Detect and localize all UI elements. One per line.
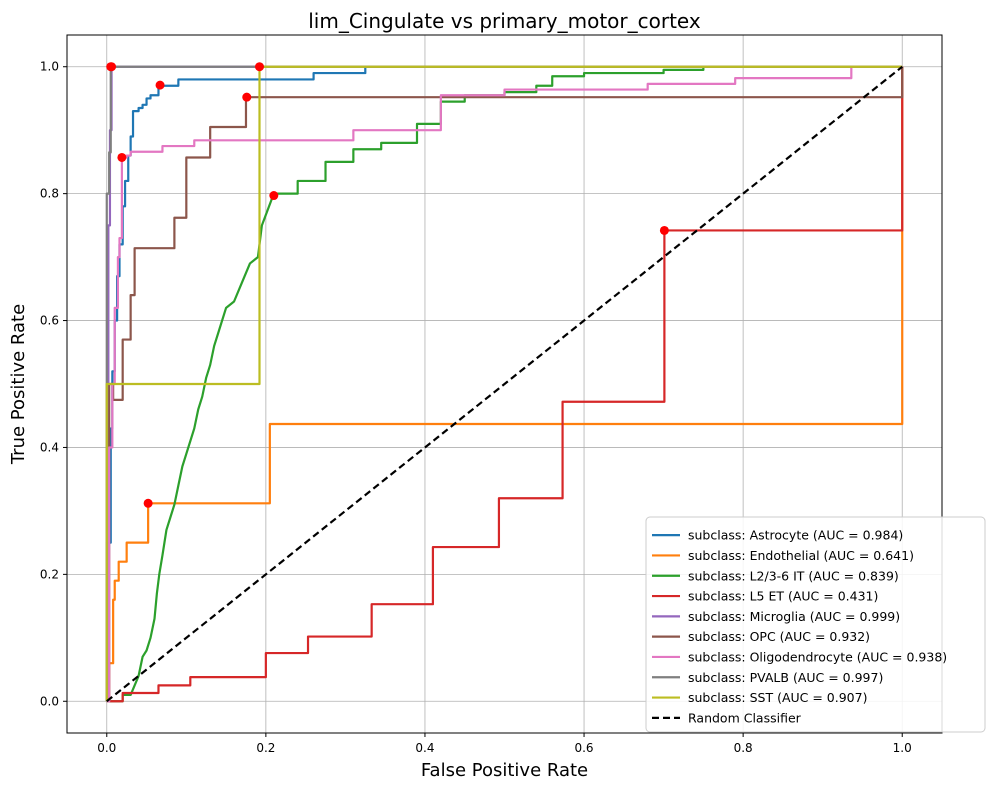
threshold-point-0 — [155, 80, 165, 90]
legend-label: subclass: Oligodendrocyte (AUC = 0.938) — [688, 649, 947, 664]
legend-label: subclass: Microglia (AUC = 0.999) — [688, 609, 900, 624]
random-classifier-line — [106, 65, 903, 703]
legend: subclass: Astrocyte (AUC = 0.984) subclas… — [645, 516, 986, 733]
legend-label: subclass: L2/3-6 IT (AUC = 0.839) — [688, 568, 899, 583]
plot-frame — [66, 34, 943, 734]
threshold-point-5 — [242, 92, 252, 102]
y-axis-title: True Positive Rate — [8, 304, 29, 465]
roc-curve-series-6 — [106, 65, 903, 703]
threshold-point-3 — [659, 225, 669, 235]
legend-label: subclass: OPC (AUC = 0.932) — [688, 629, 870, 644]
y-tick-label: 0.6 — [40, 314, 59, 328]
y-tick-label: 1.0 — [40, 60, 59, 74]
x-tick-label: 0.6 — [574, 741, 593, 755]
roc-curve-series-1 — [106, 66, 904, 703]
threshold-markers — [106, 62, 669, 508]
chart-title: lim_Cingulate vs primary_motor_cortex — [308, 9, 701, 33]
x-tick-label: 0.0 — [97, 741, 116, 755]
roc-curve-series-8 — [105, 65, 903, 702]
roc-curve-series-2 — [106, 65, 903, 703]
legend-box — [645, 516, 986, 733]
threshold-point-8 — [255, 62, 264, 72]
threshold-point-1 — [143, 498, 153, 508]
x-axis-title: False Positive Rate — [421, 760, 588, 781]
x-tick-label: 0.2 — [256, 741, 275, 755]
legend-label: subclass: L5 ET (AUC = 0.431) — [688, 589, 878, 604]
legend-label: subclass: SST (AUC = 0.907) — [688, 690, 867, 705]
threshold-point-2 — [269, 191, 279, 201]
legend-label: Random Classifier — [688, 710, 802, 725]
tick-layer: 0.0 0.2 0.4 0.6 0.8 1.0 0.0 0.2 0.4 0.6 0.8 1.0 — [40, 60, 912, 755]
grid-layer — [67, 35, 942, 733]
legend-label: subclass: Endothelial (AUC = 0.641) — [688, 548, 914, 563]
threshold-point-7 — [106, 62, 116, 72]
y-tick-label: 0.8 — [40, 187, 59, 201]
legend-label: subclass: Astrocyte (AUC = 0.984) — [688, 528, 903, 543]
y-tick-label: 0.0 — [40, 694, 59, 708]
x-tick-label: 0.8 — [734, 741, 753, 755]
y-tick-label: 0.4 — [40, 440, 59, 454]
y-tick-label: 0.2 — [40, 567, 59, 581]
x-tick-label: 0.4 — [415, 741, 434, 755]
threshold-point-6 — [117, 152, 127, 162]
roc-curve-series-3 — [106, 66, 904, 703]
legend-label: subclass: PVALB (AUC = 0.997) — [688, 670, 883, 685]
x-tick-label: 1.0 — [893, 741, 912, 755]
